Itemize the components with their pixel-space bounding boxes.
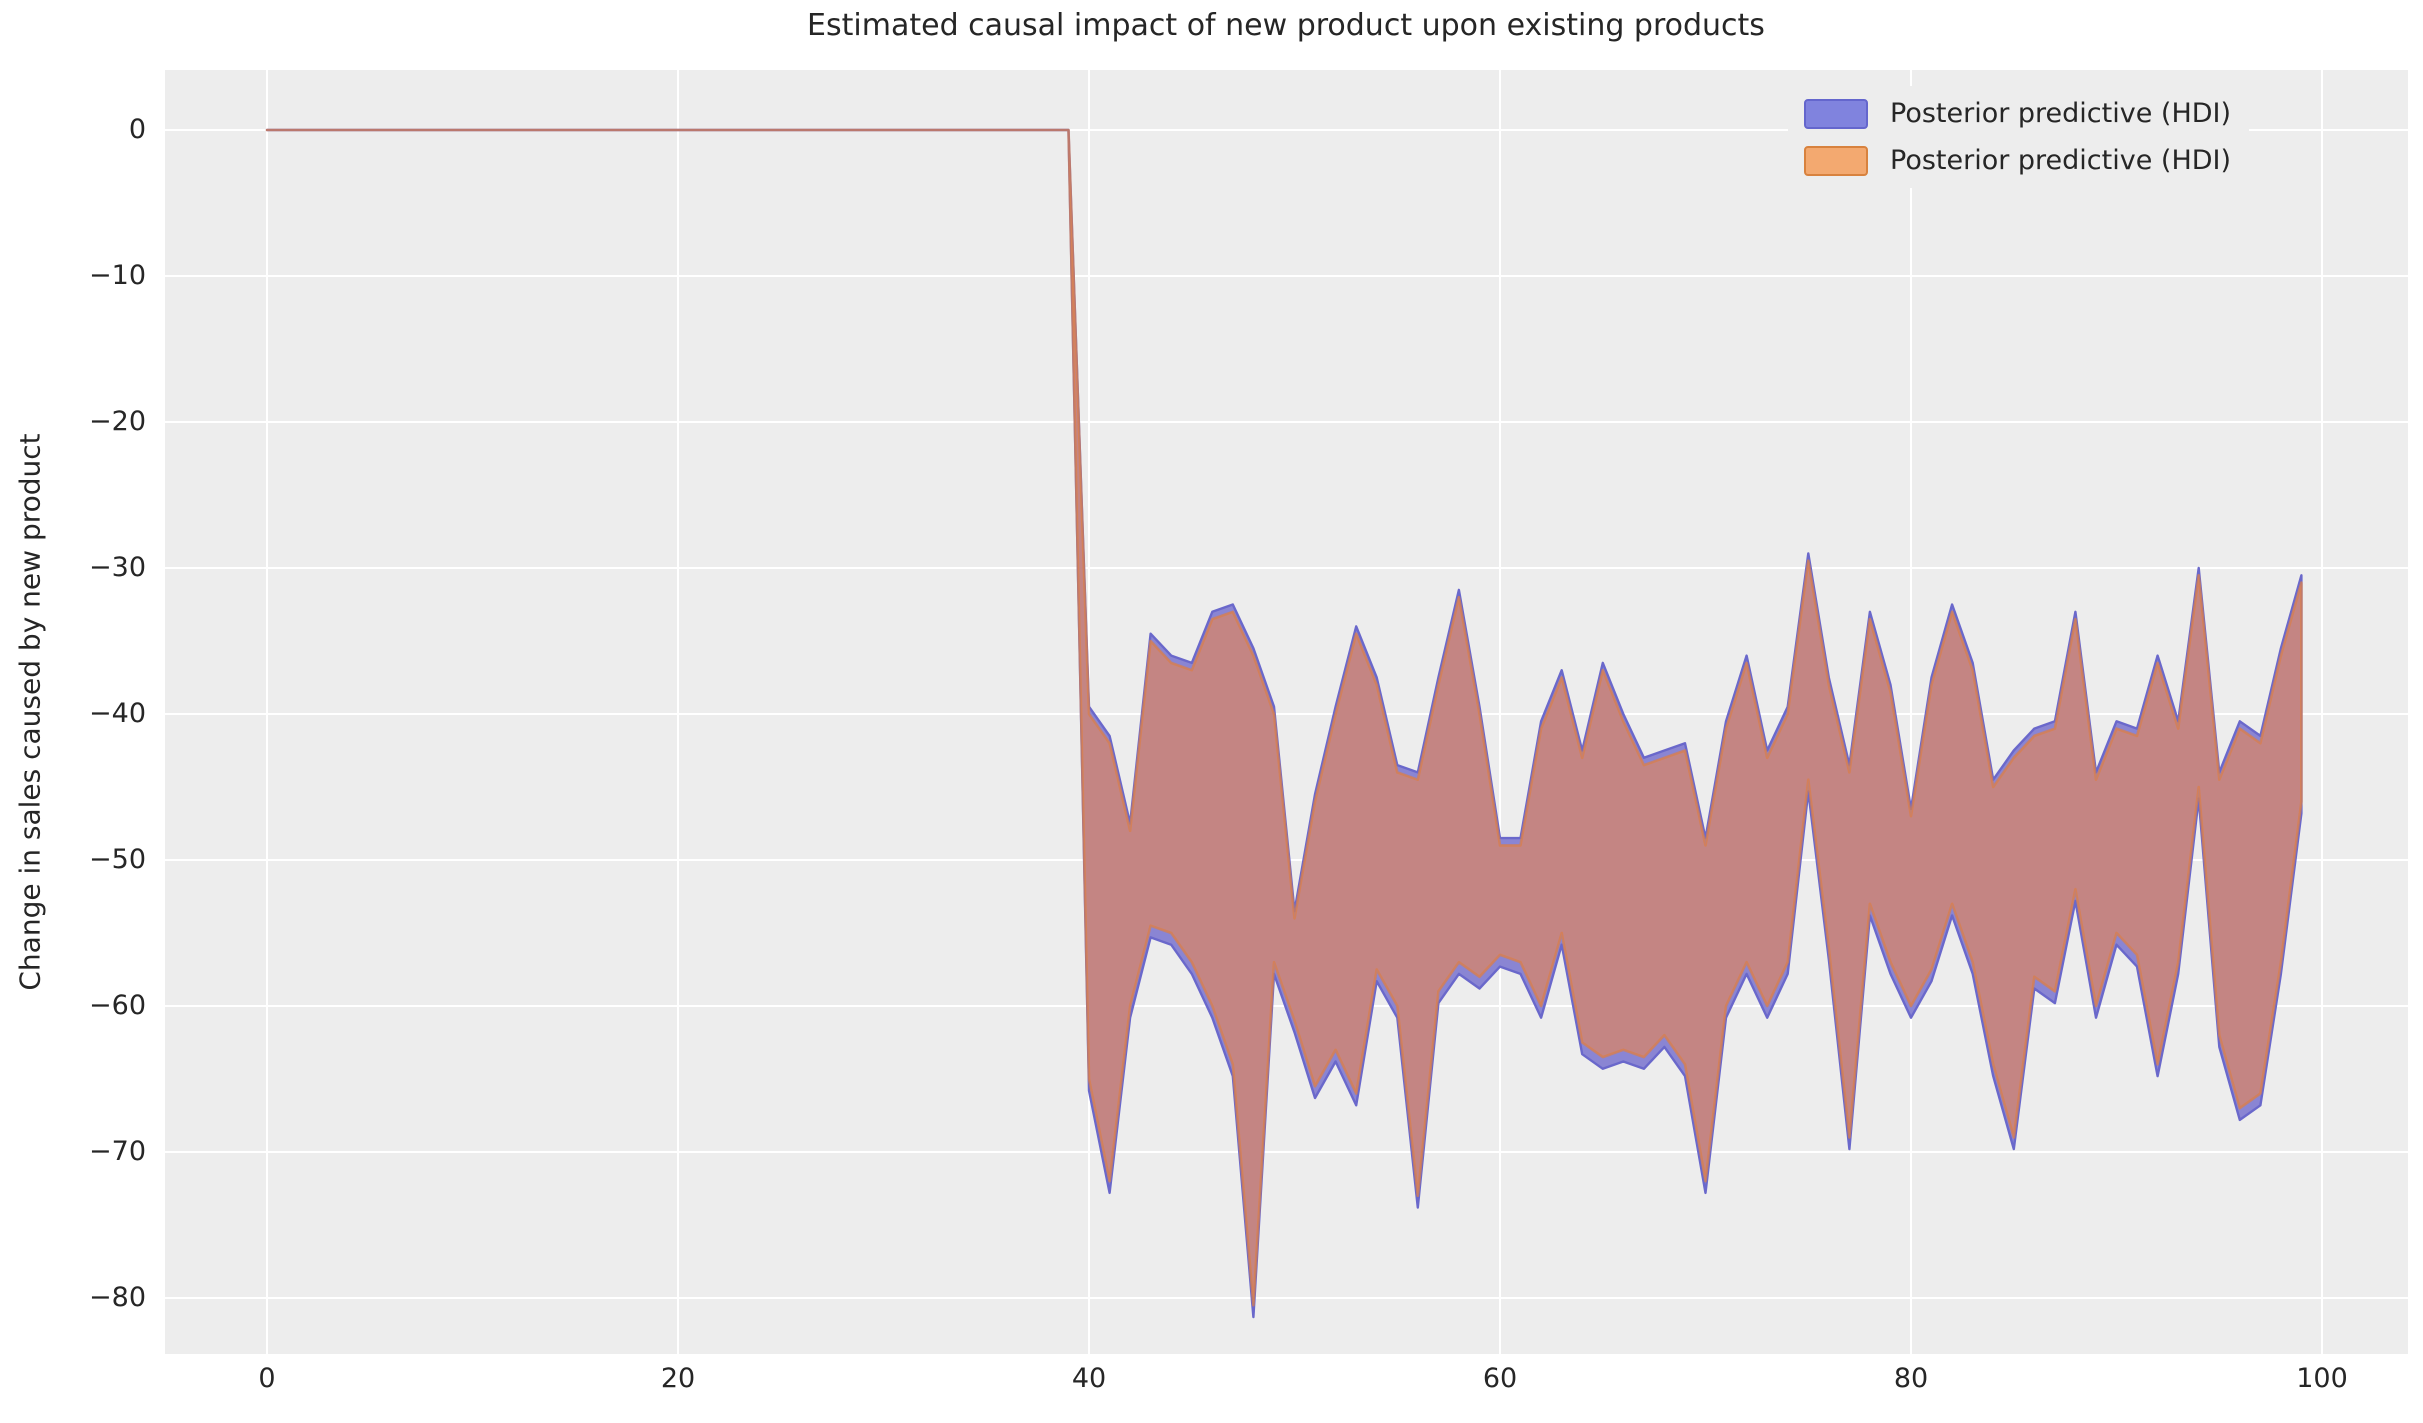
gridline-vertical bbox=[2321, 70, 2323, 1354]
gridline-horizontal bbox=[165, 1297, 2408, 1299]
y-tick-label: −50 bbox=[89, 844, 146, 875]
gridline-vertical bbox=[677, 70, 679, 1354]
legend-label: Posterior predictive (HDI) bbox=[1890, 145, 2232, 176]
plot-area bbox=[165, 70, 2408, 1354]
hdi-band-blue bbox=[265, 128, 2303, 1319]
gridline-horizontal bbox=[165, 129, 2408, 131]
y-tick-label: −20 bbox=[89, 406, 146, 437]
gridline-horizontal bbox=[165, 275, 2408, 277]
y-tick-label: −30 bbox=[89, 552, 146, 583]
gridline-horizontal bbox=[165, 713, 2408, 715]
gridline-vertical bbox=[1499, 70, 1501, 1354]
y-tick-label: −10 bbox=[89, 260, 146, 291]
gridline-horizontal bbox=[165, 1151, 2408, 1153]
gridline-horizontal bbox=[165, 567, 2408, 569]
x-tick-label: 80 bbox=[1893, 1363, 1929, 1394]
gridline-horizontal bbox=[165, 421, 2408, 423]
y-tick-label: −60 bbox=[89, 990, 146, 1021]
y-tick-label: −70 bbox=[89, 1136, 146, 1167]
legend-item: Posterior predictive (HDI) bbox=[1804, 145, 2231, 176]
y-tick-label: 0 bbox=[128, 114, 146, 145]
legend: Posterior predictive (HDI) Posterior pred… bbox=[1788, 86, 2250, 188]
legend-item: Posterior predictive (HDI) bbox=[1804, 98, 2231, 129]
gridline-vertical bbox=[266, 70, 268, 1354]
x-tick-label: 20 bbox=[660, 1363, 696, 1394]
x-tick-label: 0 bbox=[258, 1363, 276, 1394]
chart-title: Estimated causal impact of new product u… bbox=[807, 8, 1765, 43]
hdi-band-orange bbox=[265, 128, 2303, 1307]
x-tick-label: 40 bbox=[1071, 1363, 1107, 1394]
hdi-band-plot bbox=[265, 128, 2303, 1319]
gridline-vertical bbox=[1910, 70, 1912, 1354]
legend-swatch-icon bbox=[1804, 98, 1868, 129]
legend-swatch-icon bbox=[1804, 145, 1868, 176]
x-tick-label: 60 bbox=[1482, 1363, 1518, 1394]
y-tick-label: −40 bbox=[89, 698, 146, 729]
x-tick-label: 100 bbox=[2296, 1363, 2348, 1394]
y-tick-label: −80 bbox=[89, 1282, 146, 1313]
legend-label: Posterior predictive (HDI) bbox=[1890, 98, 2232, 129]
